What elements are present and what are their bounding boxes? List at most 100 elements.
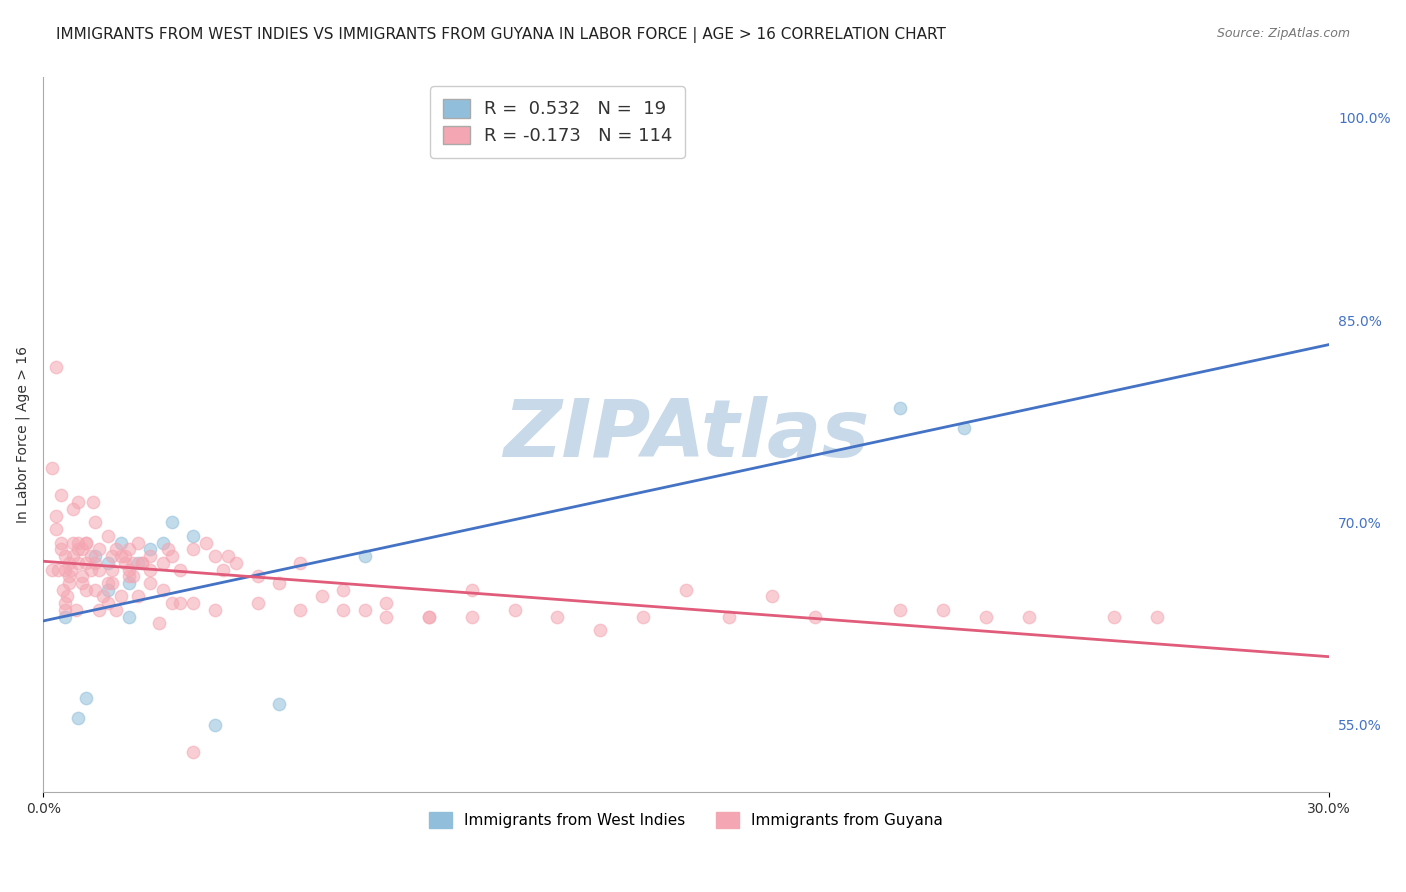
Point — [105, 542, 128, 557]
Point — [97, 556, 120, 570]
Point — [97, 596, 120, 610]
Point — [118, 569, 141, 583]
Point — [41, 562, 63, 576]
Point — [75, 556, 97, 570]
Point — [87, 562, 110, 576]
Point — [75, 535, 97, 549]
Point — [66, 711, 89, 725]
Point — [461, 582, 484, 597]
Point — [118, 609, 141, 624]
Point — [267, 576, 290, 591]
Point — [53, 596, 76, 610]
Point — [66, 495, 89, 509]
Point — [87, 542, 110, 557]
Point — [717, 609, 740, 624]
Point — [803, 609, 825, 624]
Point — [418, 609, 440, 624]
Point — [110, 535, 132, 549]
Point — [118, 542, 141, 557]
Point — [58, 569, 80, 583]
Point — [183, 542, 205, 557]
Legend: Immigrants from West Indies, Immigrants from Guyana: Immigrants from West Indies, Immigrants … — [423, 806, 949, 834]
Point — [53, 562, 76, 576]
Point — [139, 562, 162, 576]
Point — [246, 569, 269, 583]
Point — [152, 582, 174, 597]
Point — [148, 616, 170, 631]
Point — [97, 576, 120, 591]
Point — [139, 542, 162, 557]
Point — [87, 603, 110, 617]
Point — [332, 582, 354, 597]
Point — [267, 698, 290, 712]
Point — [49, 542, 72, 557]
Point — [127, 535, 149, 549]
Point — [675, 582, 697, 597]
Text: IMMIGRANTS FROM WEST INDIES VS IMMIGRANTS FROM GUYANA IN LABOR FORCE | AGE > 16 : IMMIGRANTS FROM WEST INDIES VS IMMIGRANT… — [56, 27, 946, 43]
Point — [62, 535, 84, 549]
Point — [953, 421, 976, 435]
Point — [110, 590, 132, 604]
Point — [932, 603, 955, 617]
Point — [1104, 609, 1126, 624]
Point — [169, 562, 191, 576]
Point — [52, 582, 75, 597]
Point — [110, 549, 132, 563]
Point — [97, 582, 120, 597]
Point — [70, 542, 93, 557]
Point — [152, 556, 174, 570]
Point — [101, 549, 124, 563]
Point — [58, 576, 80, 591]
Point — [889, 603, 911, 617]
Point — [93, 590, 115, 604]
Point — [974, 609, 997, 624]
Point — [204, 717, 226, 731]
Point — [49, 488, 72, 502]
Point — [127, 556, 149, 570]
Point — [127, 590, 149, 604]
Point — [461, 609, 484, 624]
Point — [114, 549, 136, 563]
Point — [225, 556, 247, 570]
Point — [204, 549, 226, 563]
Point — [375, 596, 398, 610]
Point — [53, 609, 76, 624]
Point — [66, 556, 89, 570]
Point — [195, 535, 218, 549]
Point — [152, 535, 174, 549]
Point — [589, 623, 612, 637]
Point — [311, 590, 333, 604]
Point — [70, 569, 93, 583]
Text: Source: ZipAtlas.com: Source: ZipAtlas.com — [1216, 27, 1350, 40]
Point — [83, 556, 105, 570]
Point — [122, 556, 145, 570]
Point — [82, 495, 104, 509]
Point — [418, 609, 440, 624]
Point — [183, 745, 205, 759]
Point — [503, 603, 526, 617]
Point — [105, 603, 128, 617]
Point — [75, 582, 97, 597]
Point — [65, 603, 87, 617]
Point — [118, 562, 141, 576]
Point — [131, 556, 153, 570]
Point — [131, 556, 153, 570]
Point — [169, 596, 191, 610]
Point — [56, 590, 79, 604]
Point — [139, 549, 162, 563]
Point — [101, 576, 124, 591]
Point — [246, 596, 269, 610]
Point — [83, 516, 105, 530]
Point — [118, 576, 141, 591]
Point — [183, 596, 205, 610]
Point — [889, 401, 911, 415]
Point — [75, 535, 97, 549]
Point — [60, 562, 83, 576]
Point — [45, 508, 67, 523]
Point — [53, 603, 76, 617]
Point — [290, 556, 312, 570]
Point — [58, 556, 80, 570]
Point — [183, 529, 205, 543]
Point — [122, 569, 145, 583]
Point — [160, 549, 183, 563]
